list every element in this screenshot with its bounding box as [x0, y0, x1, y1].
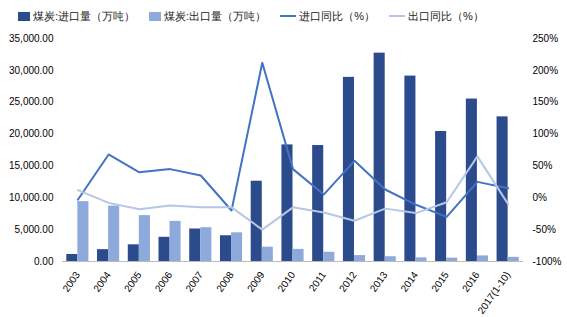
html-text:煤炭:出口量（万吨）: 煤炭:出口量（万吨）	[164, 9, 267, 22]
svg-text:2016: 2016	[460, 269, 482, 294]
svg-text:2007: 2007	[183, 269, 205, 294]
svg-text:2011: 2011	[307, 269, 329, 293]
svg-text:5,000.00: 5,000.00	[15, 224, 54, 235]
svg-text:2017(1-10): 2017(1-10)	[475, 269, 512, 315]
svg-text:2005: 2005	[122, 269, 144, 294]
svg-text:0.00: 0.00	[34, 256, 54, 267]
svg-text:2009: 2009	[245, 269, 267, 294]
svg-text:2010: 2010	[275, 269, 297, 294]
html-text:进口同比（%）: 进口同比（%）	[299, 9, 375, 22]
svg-text:50%: 50%	[533, 160, 553, 171]
svg-text:2015: 2015	[429, 269, 451, 294]
svg-text:2008: 2008	[214, 269, 236, 294]
svg-text:2006: 2006	[153, 269, 175, 294]
svg-text:15,000.00: 15,000.00	[9, 160, 54, 171]
svg-text:35,000.00: 35,000.00	[9, 33, 54, 44]
svg-text:150%: 150%	[533, 96, 559, 107]
svg-text:2004: 2004	[91, 269, 113, 294]
svg-text:25,000.00: 25,000.00	[9, 96, 54, 107]
svg-text:200%: 200%	[533, 65, 559, 76]
svg-text:-100%: -100%	[533, 256, 562, 267]
svg-text:100%: 100%	[533, 128, 559, 139]
svg-text:2014: 2014	[398, 269, 420, 294]
svg-text:20,000.00: 20,000.00	[9, 128, 54, 139]
svg-text:2013: 2013	[368, 269, 390, 294]
svg-text:30,000.00: 30,000.00	[9, 65, 54, 76]
svg-text:2012: 2012	[337, 269, 359, 294]
svg-text:2003: 2003	[60, 269, 82, 294]
svg-text:10,000.00: 10,000.00	[9, 192, 54, 203]
html-text:煤炭:进口量（万吨）: 煤炭:进口量（万吨）	[33, 9, 136, 22]
svg-text:0%: 0%	[533, 192, 548, 203]
svg-text:-50%: -50%	[533, 224, 556, 235]
svg-text:250%: 250%	[533, 33, 559, 44]
html-text:出口同比（%）: 出口同比（%）	[407, 9, 484, 22]
